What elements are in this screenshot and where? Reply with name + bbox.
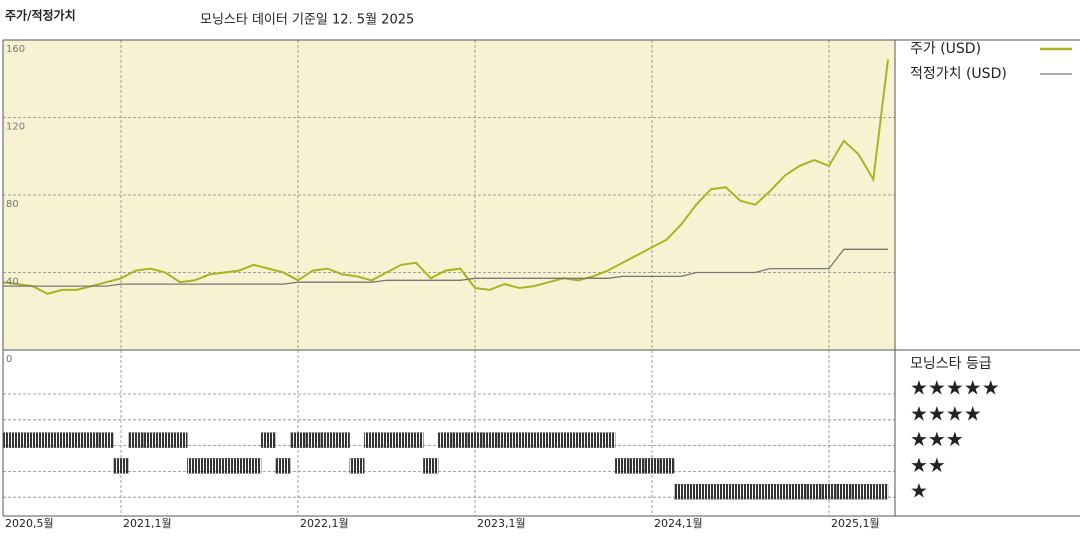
rating-bar: [24, 432, 41, 448]
rating-bar: [850, 484, 867, 500]
rating-bar: [349, 458, 365, 474]
rating-bar: [290, 432, 306, 448]
rating-bar: [423, 458, 439, 474]
rating-bar: [437, 432, 454, 448]
rating-bar: [570, 432, 586, 448]
rating-bar: [629, 458, 645, 474]
rating-bar: [452, 432, 468, 448]
rating-bar: [2, 432, 11, 448]
rating-bar: [718, 484, 734, 500]
series-line: [3, 248, 888, 287]
rating-bar: [673, 484, 690, 500]
rating-bar: [364, 432, 380, 448]
rating-bar: [747, 484, 763, 500]
rating-bar: [201, 458, 218, 474]
rating-bar: [688, 484, 704, 500]
rating-bar: [260, 432, 277, 448]
x-tick-label: 2020,5월: [5, 517, 54, 530]
rating-bar: [600, 432, 616, 448]
x-tick-label: 2023,1월: [477, 517, 526, 530]
chart-title: 주가/적정가치: [5, 8, 76, 23]
rating-bar: [821, 484, 837, 500]
x-tick-label: 2024,1월: [654, 517, 703, 530]
rating-level: ★★★★: [910, 401, 982, 425]
rating-bar: [113, 458, 129, 474]
rating-bar: [319, 432, 336, 448]
rating-bar: [334, 432, 350, 448]
rating-bar: [305, 432, 321, 448]
rating-bar: [98, 432, 114, 448]
rating-level: ★★★★★: [910, 376, 1000, 400]
rating-bar: [732, 484, 749, 500]
rating-bar: [83, 432, 100, 448]
rating-bar: [467, 432, 483, 448]
rating-bar: [54, 432, 70, 448]
rating-bar: [216, 458, 232, 474]
rating-bar: [69, 432, 85, 448]
y-tick-label: 120: [6, 122, 25, 133]
rating-bar: [246, 458, 262, 474]
rating-bar: [275, 458, 291, 474]
x-tick-label: 2022,1월: [300, 517, 349, 530]
rating-bar: [231, 458, 247, 474]
rating-level: ★★: [910, 453, 946, 477]
rating-bar: [408, 432, 424, 448]
rating-bar: [880, 484, 889, 500]
series-line: [2, 59, 889, 295]
rating-bar: [511, 432, 527, 448]
rating-level: ★: [910, 479, 928, 503]
y-tick-label: 160: [6, 44, 25, 55]
rating-bar: [555, 432, 572, 448]
rating-bar: [172, 432, 188, 448]
rating-bar: [865, 484, 881, 500]
rating-bar: [585, 432, 601, 448]
rating-bar: [496, 432, 513, 448]
y-tick-label: 80: [6, 199, 19, 210]
x-tick-label: 2021,1월: [123, 517, 172, 530]
legend-label: 적정가치 (USD): [910, 66, 1007, 82]
rating-bar: [378, 432, 395, 448]
rating-bar: [777, 484, 793, 500]
rating-bar: [806, 484, 822, 500]
legend-label: 주가 (USD): [910, 41, 981, 57]
rating-bar: [644, 458, 660, 474]
rating-bar: [526, 432, 542, 448]
rating-bar: [187, 458, 203, 474]
rating-bar: [482, 432, 498, 448]
y-tick-label: 40: [6, 277, 19, 288]
rating-bar: [10, 432, 26, 448]
rating-bar: [128, 432, 144, 448]
rating-bar: [836, 484, 852, 500]
rating-bar: [703, 484, 719, 500]
chart-subtitle: 모닝스타 데이터 기준일 12. 5월 2025: [200, 13, 414, 28]
rating-bar: [39, 432, 55, 448]
rating-bar: [659, 458, 675, 474]
rating-bar: [393, 432, 409, 448]
x-tick-label: 2025,1월: [831, 517, 880, 530]
rating-title: 모닝스타 등급: [910, 356, 992, 372]
y-tick-label: 0: [6, 354, 12, 365]
rating-bar: [762, 484, 778, 500]
rating-level: ★★★: [910, 427, 964, 451]
rating-bar: [157, 432, 173, 448]
rating-bar: [614, 458, 631, 474]
rating-bar: [541, 432, 557, 448]
rating-bar: [142, 432, 159, 448]
rating-bar: [791, 484, 808, 500]
